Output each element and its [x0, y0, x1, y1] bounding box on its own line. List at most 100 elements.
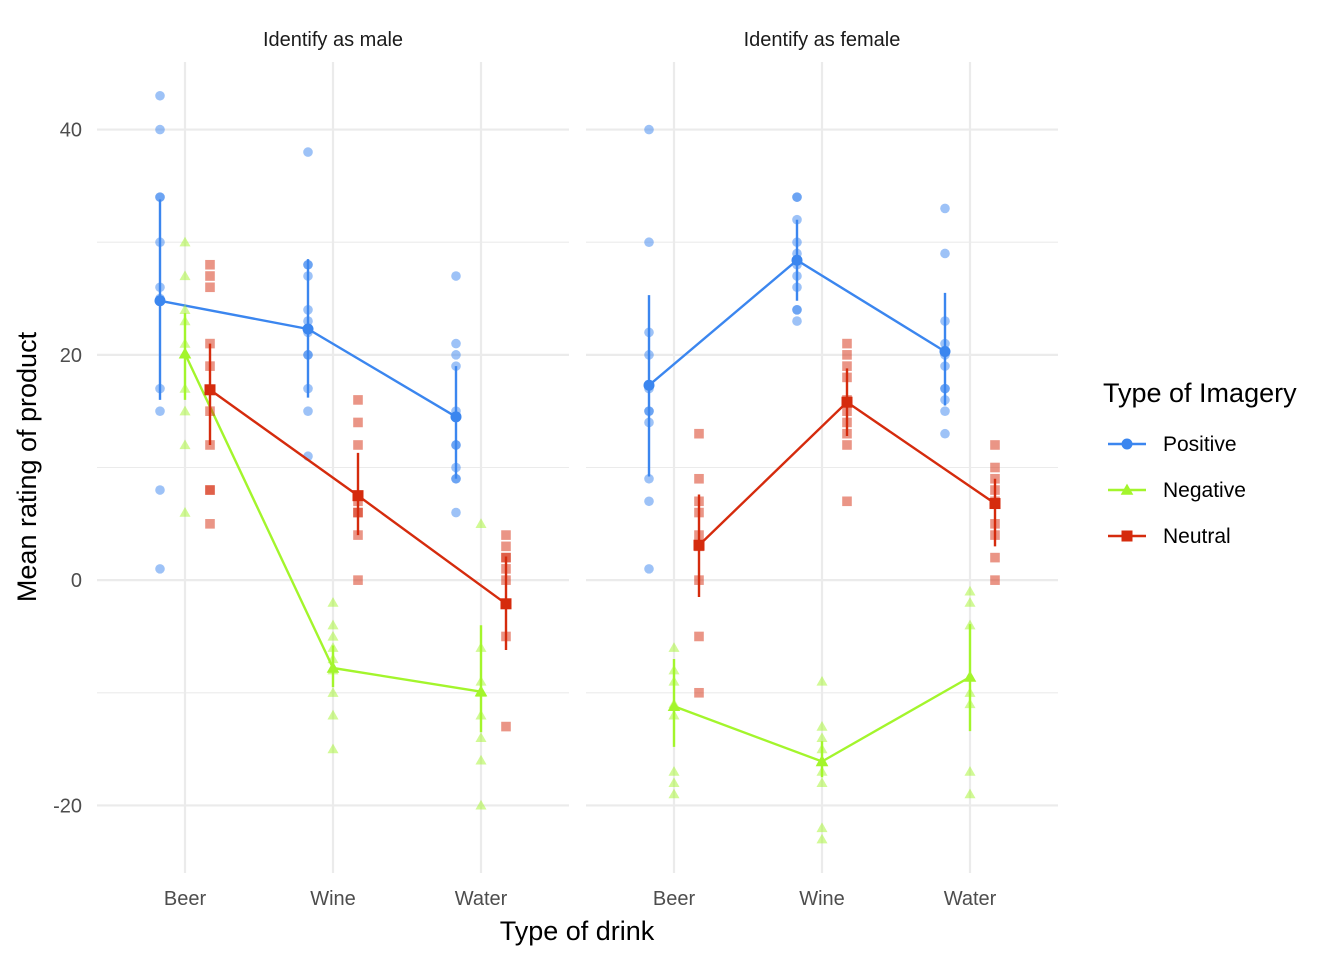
mean-marker [841, 396, 853, 408]
data-point [155, 406, 165, 416]
data-point [816, 777, 828, 788]
data-point [205, 271, 215, 281]
data-point [475, 732, 487, 742]
data-point [303, 147, 313, 157]
legend-title: Type of Imagery [1103, 378, 1297, 408]
mean-marker [963, 670, 977, 682]
data-point [842, 496, 852, 507]
data-point [842, 338, 852, 349]
data-point [451, 350, 461, 360]
data-point [842, 361, 852, 371]
data-point [694, 428, 704, 439]
series-positive-facet-1 [643, 124, 951, 574]
y-tick-label: 20 [60, 345, 82, 367]
data-point [792, 192, 802, 202]
mean-marker [815, 755, 829, 767]
series-negative-facet-1 [667, 585, 977, 844]
legend-item-negative: Negative [1108, 479, 1246, 502]
y-tick-label: 0 [71, 570, 82, 592]
y-tick-label: 40 [60, 120, 82, 142]
panel-identify-as-female [586, 62, 1058, 873]
data-point [179, 405, 191, 416]
data-point [155, 192, 165, 202]
data-point [179, 507, 191, 517]
data-point [644, 237, 654, 248]
data-point [179, 270, 191, 281]
mean-marker [178, 347, 192, 359]
mean-marker [500, 598, 512, 610]
data-point [668, 788, 680, 799]
data-point [353, 440, 363, 450]
series-positive-facet-0 [154, 90, 462, 574]
data-point [155, 564, 165, 574]
data-point [327, 743, 339, 754]
series-negative-facet-0 [178, 236, 488, 810]
data-point [694, 473, 704, 484]
data-point [475, 518, 487, 528]
x-tick-label: Wine [799, 888, 845, 910]
data-point [644, 473, 654, 484]
legend: Type of Imagery Positive Negative Neutral [1103, 378, 1297, 548]
data-point [792, 305, 802, 315]
data-point [940, 248, 950, 259]
data-point [205, 485, 215, 495]
panel-identify-as-male [97, 62, 569, 873]
data-point [990, 575, 1000, 585]
mean-marker [302, 323, 314, 335]
x-axis-ticks: Beer Wine Water Beer Wine Water [164, 888, 997, 910]
mean-marker [989, 498, 1001, 510]
data-point [668, 777, 680, 788]
data-point [353, 417, 363, 428]
mean-marker [643, 379, 655, 391]
data-point [644, 496, 654, 507]
data-point [964, 597, 976, 607]
data-point [205, 259, 215, 270]
x-tick-label: Beer [164, 888, 207, 910]
series-neutral-facet-0 [204, 259, 512, 732]
mean-marker [693, 539, 705, 551]
data-point [205, 282, 215, 293]
data-point [155, 485, 165, 495]
data-point [842, 350, 852, 360]
y-tick-label: -20 [53, 795, 82, 817]
mean-marker [474, 685, 488, 697]
data-point [451, 507, 461, 518]
data-point [451, 271, 461, 281]
facet-title-male: Identify as male [263, 29, 403, 51]
data-point [501, 721, 511, 732]
data-point [990, 552, 1000, 563]
data-point [842, 440, 852, 450]
data-point [940, 406, 950, 416]
data-point [475, 754, 487, 765]
data-point [205, 519, 215, 529]
legend-key-marker [1121, 438, 1133, 450]
mean-marker [204, 384, 216, 396]
data-point [694, 631, 704, 642]
data-point [353, 395, 363, 405]
x-axis-title: Type of drink [500, 916, 655, 946]
data-point [155, 124, 165, 135]
data-point [451, 338, 461, 349]
x-tick-label: Beer [653, 888, 696, 910]
data-point [179, 304, 191, 314]
data-point [792, 316, 802, 326]
x-tick-label: Water [455, 888, 508, 910]
data-point [475, 799, 487, 810]
legend-label: Neutral [1163, 525, 1231, 548]
data-point [816, 833, 828, 844]
data-point [816, 675, 828, 686]
data-point [179, 439, 191, 450]
x-tick-label: Water [944, 888, 997, 910]
data-point [179, 236, 191, 247]
data-point [964, 766, 976, 776]
data-point [694, 687, 704, 698]
x-tick-label: Wine [310, 888, 356, 910]
data-point [501, 541, 511, 552]
legend-item-positive: Positive [1108, 433, 1237, 456]
data-point [940, 203, 950, 214]
legend-label: Positive [1163, 433, 1237, 456]
mean-marker [667, 699, 681, 712]
data-point [303, 406, 313, 416]
data-point [327, 619, 339, 630]
